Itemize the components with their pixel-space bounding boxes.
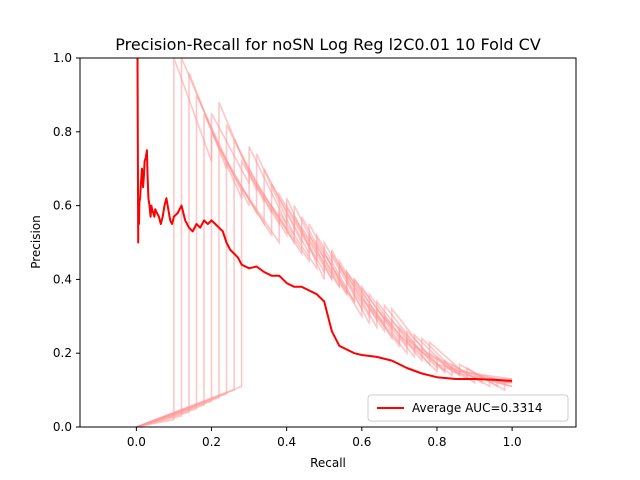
- x-tick-label: 0.0: [127, 435, 146, 449]
- main-series: [136, 57, 513, 382]
- y-tick-label: 0.2: [53, 346, 72, 360]
- chart-title: Precision-Recall for noSN Log Reg l2C0.0…: [115, 35, 541, 54]
- y-tick-label: 0.8: [53, 125, 72, 139]
- x-tick-label: 0.4: [277, 435, 296, 449]
- legend-label: Average AUC=0.3314: [412, 401, 543, 415]
- fold-curves: [136, 57, 513, 428]
- y-axis-ticks: 0.0 0.2 0.4 0.6 0.8 1.0: [53, 51, 80, 434]
- fold-curve-10: [136, 184, 513, 428]
- x-axis-label: Recall: [310, 456, 346, 470]
- x-tick-label: 0.2: [202, 435, 221, 449]
- average-pr-curve: [136, 57, 513, 382]
- x-axis-ticks: 0.0 0.2 0.4 0.6 0.8 1.0: [127, 427, 522, 449]
- y-tick-label: 0.0: [53, 420, 72, 434]
- legend: Average AUC=0.3314: [367, 394, 569, 422]
- fold-curve-5: [136, 113, 513, 428]
- x-tick-label: 0.6: [352, 435, 371, 449]
- legend-box: [367, 394, 569, 422]
- axes-frame: [79, 57, 577, 428]
- y-axis-label: Precision: [29, 215, 43, 269]
- y-tick-label: 0.4: [53, 272, 72, 286]
- x-tick-label: 0.8: [427, 435, 446, 449]
- plot-area: [136, 57, 513, 428]
- fold-curve-9: [136, 173, 513, 428]
- fold-curve-6: [136, 131, 513, 428]
- y-tick-label: 0.6: [53, 199, 72, 213]
- x-tick-label: 1.0: [503, 435, 522, 449]
- y-tick-label: 1.0: [53, 51, 72, 65]
